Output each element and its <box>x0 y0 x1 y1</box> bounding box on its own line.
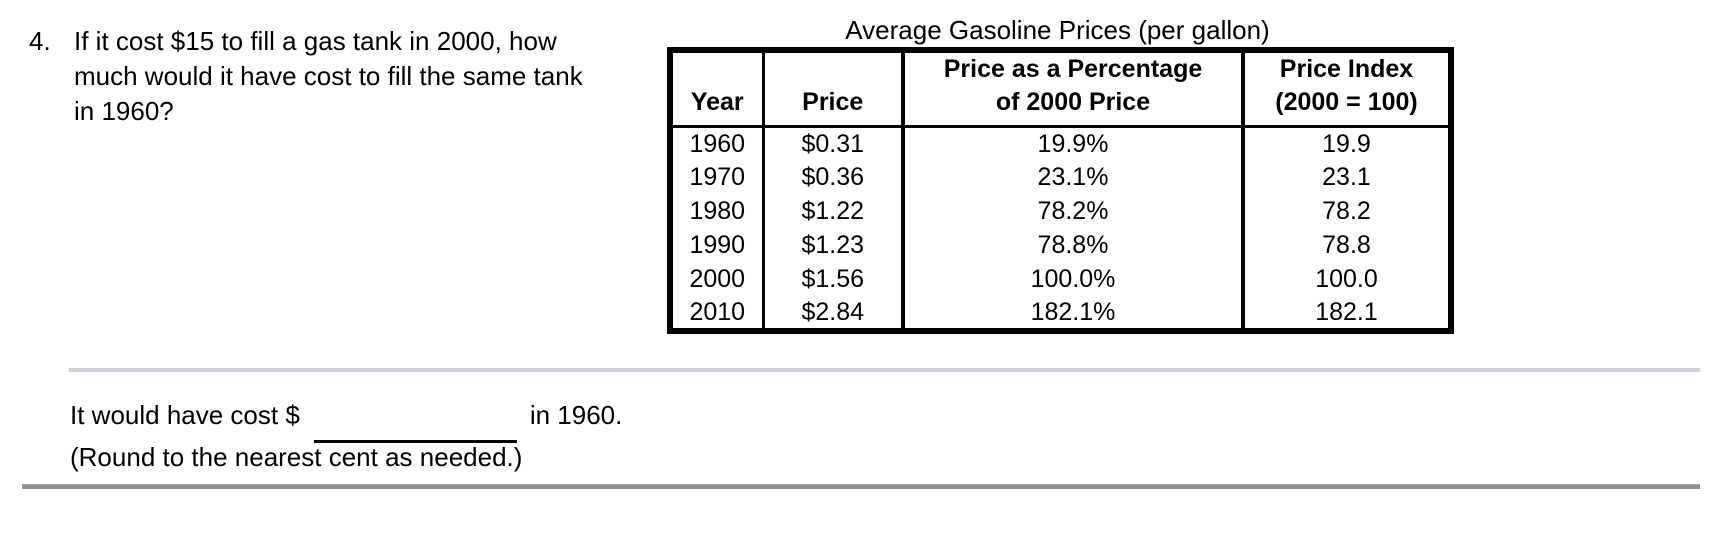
price-index-cell: 78.8 <box>1241 228 1451 263</box>
price-cell: $0.31 <box>761 126 903 161</box>
col-header-percentage: Price as a Percentage of 2000 Price <box>901 50 1243 128</box>
col-header-price: Price <box>761 50 903 128</box>
year-cell: 1960 <box>689 129 746 158</box>
question-line-3: in 1960? <box>74 96 174 126</box>
price-cell: $1.22 <box>761 194 903 229</box>
gasoline-prices-table: Year Price Price as a Percentage of 2000… <box>667 47 1454 334</box>
col-header-percentage-line2: of 2000 Price <box>995 88 1151 116</box>
year-cell: 2010 <box>689 297 746 326</box>
year-cell: 1990 <box>689 231 746 259</box>
table-row: 2010 $2.84 182.1% 182.1 <box>670 296 1451 331</box>
price-index-cell: 19.9 <box>1241 126 1451 161</box>
col-header-price-index-line2: (2000 = 100) <box>1275 88 1418 116</box>
col-header-price-index-line1: Price Index <box>1279 55 1414 83</box>
table-row: 1960 $0.31 19.9% 19.9 <box>670 126 1451 161</box>
table-title: Average Gasoline Prices (per gallon) <box>845 15 1270 45</box>
rounding-note: (Round to the nearest cent as needed.) <box>70 442 523 472</box>
table-row: 1980 $1.22 78.2% 78.2 <box>670 194 1451 229</box>
table-row: 2000 $1.56 100.0% 100.0 <box>670 262 1451 297</box>
header-row: Year Price Price as a Percentage of 2000… <box>670 50 1451 128</box>
section-divider-dark <box>22 484 1700 489</box>
answer-sentence: It would have cost $ in 1960. <box>70 400 622 443</box>
percentage-cell: 182.1% <box>901 296 1243 331</box>
answer-suffix: in 1960. <box>529 400 623 430</box>
price-cell: $2.84 <box>761 296 903 331</box>
answer-prefix: It would have cost $ <box>70 400 300 430</box>
col-header-percentage-line1: Price as a Percentage <box>943 55 1203 83</box>
price-index-cell: 23.1 <box>1241 160 1451 195</box>
percentage-cell: 78.8% <box>901 228 1243 263</box>
price-index-cell: 78.2 <box>1241 194 1451 229</box>
year-cell: 1980 <box>689 197 746 225</box>
price-index-cell: 100.0 <box>1241 262 1451 297</box>
price-index-cell: 182.1 <box>1241 296 1451 331</box>
price-cell: $1.56 <box>761 262 903 297</box>
section-divider-light <box>69 368 1700 372</box>
price-cell: $1.23 <box>761 228 903 263</box>
price-cell: $0.36 <box>761 160 903 195</box>
year-cell: 2000 <box>689 265 746 293</box>
question-line-2: much would it have cost to fill the same… <box>74 61 583 91</box>
question-line-1: If it cost $15 to fill a gas tank in 200… <box>74 26 557 56</box>
table-row: 1990 $1.23 78.8% 78.8 <box>670 228 1451 263</box>
percentage-cell: 19.9% <box>901 126 1243 161</box>
answer-blank-input[interactable] <box>313 400 517 443</box>
col-header-year: Year <box>670 50 763 128</box>
percentage-cell: 23.1% <box>901 160 1243 195</box>
percentage-cell: 78.2% <box>901 194 1243 229</box>
question-text: If it cost $15 to fill a gas tank in 200… <box>74 24 583 129</box>
year-cell: 1970 <box>689 163 746 191</box>
percentage-cell: 100.0% <box>901 262 1243 297</box>
col-header-price-index: Price Index (2000 = 100) <box>1241 50 1451 128</box>
question-number: 4. <box>29 26 51 56</box>
table-row: 1970 $0.36 23.1% 23.1 <box>670 160 1451 195</box>
